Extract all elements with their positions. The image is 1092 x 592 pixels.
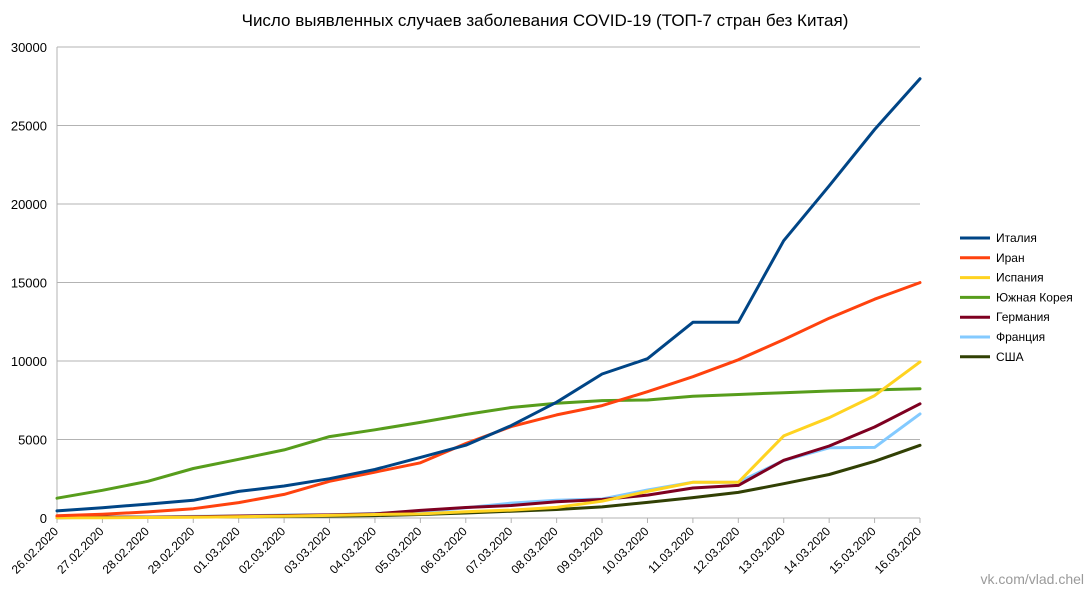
x-tick-label: 27.02.2020: [54, 524, 107, 577]
legend-label: Италия: [996, 231, 1037, 245]
x-tick-label: 05.03.2020: [372, 524, 425, 577]
y-tick-label: 0: [40, 511, 47, 526]
legend-label: Испания: [996, 271, 1044, 285]
x-axis-ticks: 26.02.202027.02.202028.02.202029.02.2020…: [9, 518, 925, 577]
legend-label: Франция: [996, 330, 1045, 344]
chart-title: Число выявленных случаев заболевания COV…: [242, 11, 849, 30]
x-tick-label: 02.03.2020: [236, 524, 289, 577]
y-axis-ticks: 0 5000 10000 15000 20000 25000 30000: [11, 40, 47, 526]
x-tick-label: 08.03.2020: [508, 524, 561, 577]
x-tick-label: 11.03.2020: [645, 524, 697, 576]
y-tick-label: 5000: [18, 433, 47, 448]
x-tick-label: 04.03.2020: [327, 524, 380, 577]
y-tick-label: 25000: [11, 119, 47, 134]
series-line: [55, 77, 922, 513]
gridlines: [56, 46, 920, 519]
legend-label: США: [996, 350, 1024, 364]
watermark: vk.com/vlad.chel: [981, 571, 1084, 587]
x-tick-label: 10.03.2020: [599, 524, 652, 577]
x-tick-label: 14.03.2020: [781, 524, 834, 577]
legend: Италия Иран Испания Южная Корея Германия Фран…: [960, 231, 1073, 364]
series-lines: [55, 77, 922, 520]
x-tick-label: 16.03.2020: [872, 524, 925, 577]
x-tick-label: 09.03.2020: [554, 524, 607, 577]
x-tick-label: 13.03.2020: [735, 524, 788, 577]
x-tick-label: 15.03.2020: [826, 524, 879, 577]
series-line: [55, 387, 922, 500]
x-tick-label: 03.03.2020: [281, 524, 334, 577]
y-tick-label: 10000: [11, 354, 47, 369]
x-tick-label: 29.02.2020: [145, 524, 198, 577]
x-tick-label: 07.03.2020: [463, 524, 516, 577]
series-line: [55, 360, 922, 520]
x-tick-label: 28.02.2020: [100, 524, 153, 577]
x-tick-label: 06.03.2020: [418, 524, 471, 577]
y-tick-label: 15000: [11, 276, 47, 291]
legend-label: Германия: [996, 310, 1050, 324]
x-tick-label: 26.02.2020: [9, 524, 62, 577]
legend-label: Южная Корея: [996, 290, 1073, 304]
x-tick-label: 12.03.2020: [690, 524, 743, 577]
y-tick-label: 30000: [11, 40, 47, 55]
legend-label: Иран: [996, 251, 1025, 265]
y-tick-label: 20000: [11, 197, 47, 212]
x-tick-label: 01.03.2020: [190, 524, 243, 577]
